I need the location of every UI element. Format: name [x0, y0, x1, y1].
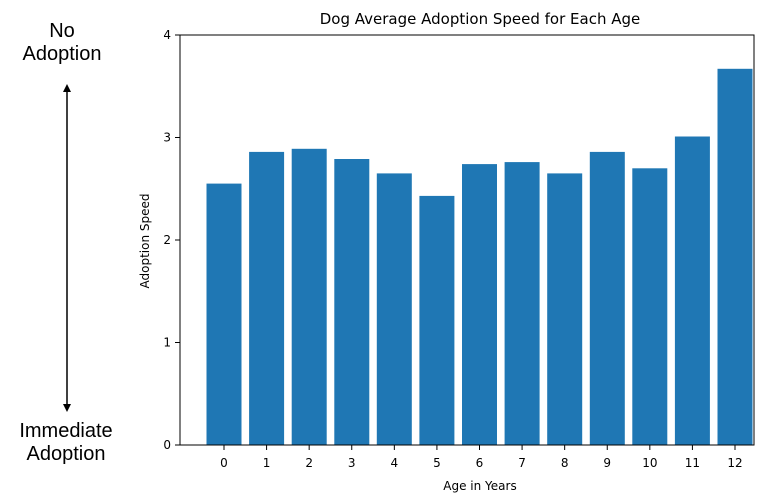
immediate-adoption-line1: Immediate — [19, 420, 113, 442]
y-axis-title: Adoption Speed — [138, 194, 152, 289]
bar-age-10 — [632, 168, 668, 446]
bar-age-8 — [547, 173, 583, 445]
x-tick-label: 6 — [476, 456, 484, 470]
x-tick-label: 11 — [685, 456, 700, 470]
no-adoption-line1: No — [49, 20, 75, 42]
x-tick-label: 3 — [348, 456, 356, 470]
no-adoption-label: No Adoption — [6, 20, 118, 66]
bar-age-2 — [291, 148, 327, 446]
chart-title: Dog Average Adoption Speed for Each Age — [320, 10, 641, 28]
bar-age-5 — [419, 195, 455, 445]
x-ticks-group: 0 1 2 3 4 5 6 7 8 9 10 11 12 — [220, 445, 743, 470]
bar-age-1 — [249, 151, 285, 445]
y-tick-label: 3 — [163, 131, 171, 145]
y-tick-label: 1 — [163, 336, 171, 350]
bar-age-12 — [717, 68, 753, 446]
bars-group — [206, 68, 753, 446]
bar-age-6 — [462, 164, 497, 445]
x-tick-label: 10 — [642, 456, 657, 470]
bar-age-4 — [376, 173, 412, 445]
x-tick-label: 8 — [561, 456, 569, 470]
bar-age-0 — [206, 183, 242, 445]
immediate-adoption-label: Immediate Adoption — [0, 420, 132, 466]
x-tick-label: 9 — [603, 456, 611, 470]
y-tick-label: 2 — [163, 233, 171, 247]
x-axis-title: Age in Years — [443, 479, 516, 493]
x-tick-label: 7 — [518, 456, 526, 470]
immediate-adoption-line2: Adoption — [26, 443, 106, 465]
x-tick-label: 4 — [391, 456, 399, 470]
x-tick-label: 2 — [305, 456, 313, 470]
bar-age-3 — [334, 159, 370, 445]
x-tick-label: 12 — [727, 456, 742, 470]
y-tick-label: 4 — [163, 28, 171, 42]
bar-age-9 — [589, 151, 625, 445]
x-tick-label: 1 — [263, 456, 271, 470]
bar-age-11 — [674, 136, 710, 445]
plot-frame — [179, 34, 755, 446]
y-tick-label: 0 — [163, 438, 171, 452]
y-ticks-group: 0 1 2 3 4 — [163, 28, 180, 452]
x-tick-label: 5 — [433, 456, 441, 470]
x-tick-label: 0 — [220, 456, 228, 470]
no-adoption-line2: Adoption — [22, 43, 102, 65]
bar-age-7 — [504, 162, 540, 445]
